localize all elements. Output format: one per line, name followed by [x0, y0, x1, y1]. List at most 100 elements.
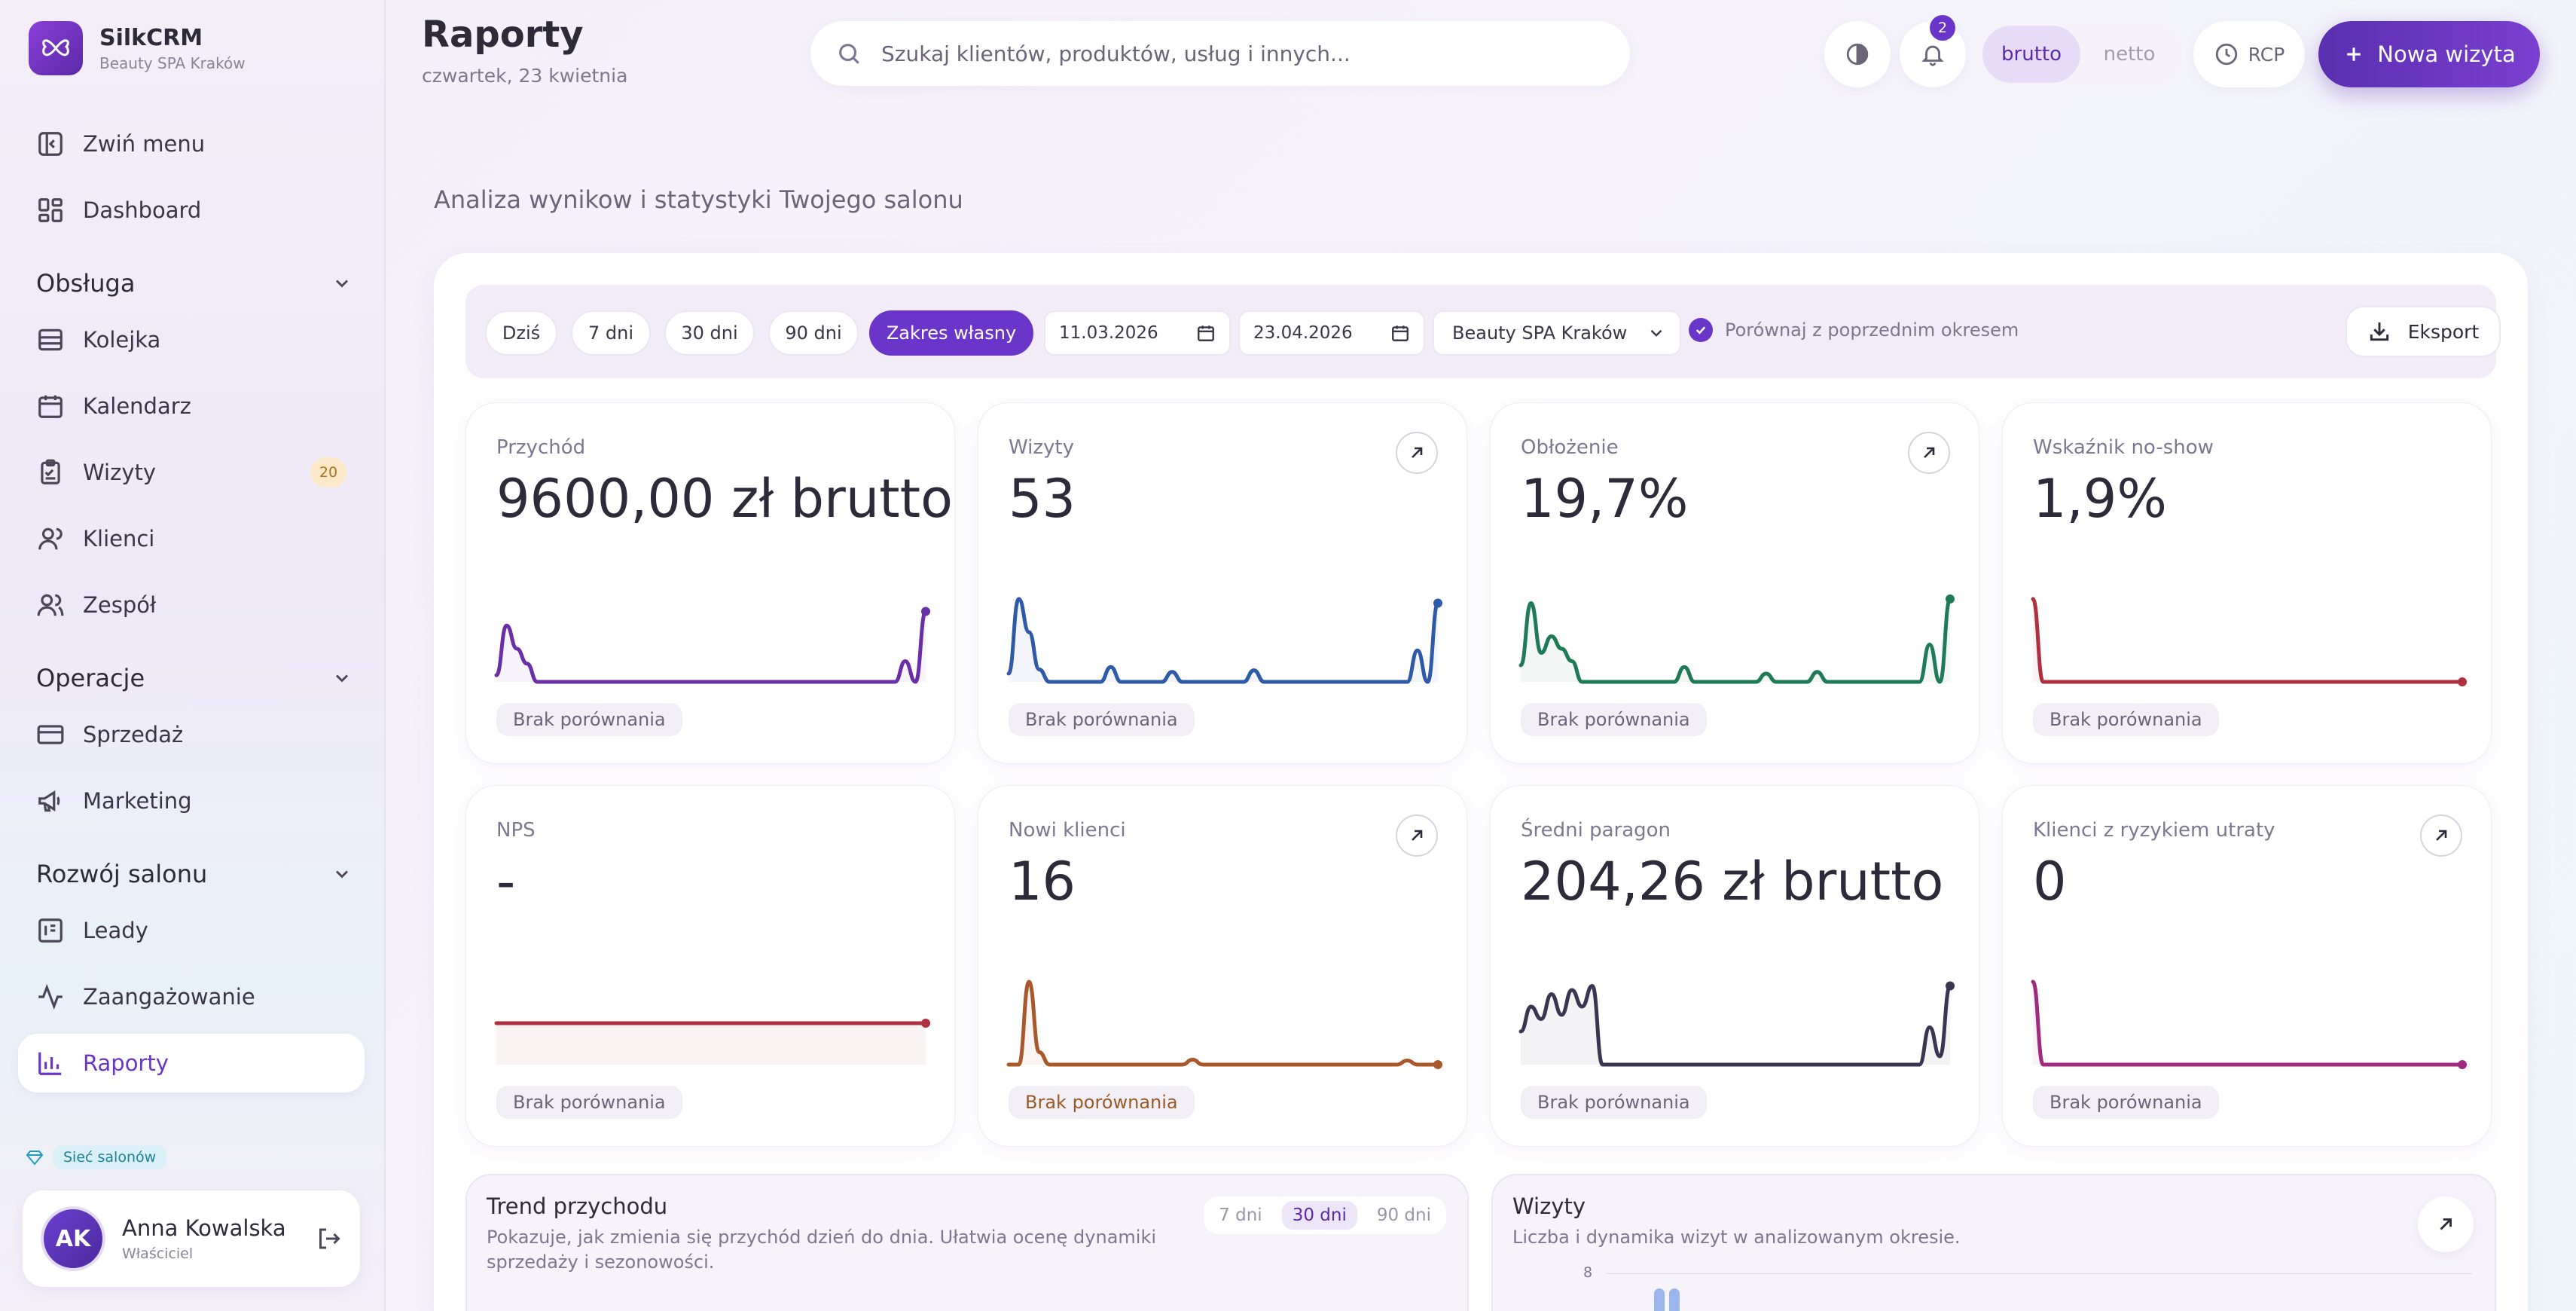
kpi-comparison-badge: Brak porównania [1009, 703, 1195, 736]
trend-range-30[interactable]: 30 dni [1281, 1201, 1357, 1230]
calendar-icon [1392, 325, 1409, 341]
activity-icon [38, 983, 63, 1010]
sidebar-item-marketing[interactable]: Marketing [18, 772, 365, 830]
calendar-icon [38, 395, 63, 418]
sparkline-line [2031, 597, 2465, 684]
date-to-field[interactable]: 23.04.2026 [1238, 310, 1425, 356]
range-30-days[interactable]: 30 dni [664, 310, 755, 356]
kpi-label: Przychód [496, 436, 586, 459]
kpi-sparkline [494, 607, 930, 684]
section-label: Operacje [36, 664, 145, 692]
compare-label: Porównaj z poprzednim okresem [1725, 319, 2019, 341]
kpi-sparkline [1006, 979, 1442, 1069]
sidebar-item-kalendarz[interactable]: Kalendarz [18, 377, 365, 435]
kpi-label: NPS [496, 819, 536, 842]
sparkline-end-dot [1433, 1060, 1442, 1069]
visits-count-badge: 20 [310, 457, 346, 487]
open-visits-button[interactable] [2418, 1196, 2474, 1252]
toggle-gross[interactable]: brutto [1982, 26, 2080, 83]
range-90-days[interactable]: 90 dni [768, 310, 859, 356]
collapse-menu-button[interactable]: Zwiń menu [18, 115, 365, 173]
sidebar-item-klienci[interactable]: Klienci [18, 509, 365, 568]
range-today[interactable]: Dziś [485, 310, 557, 356]
trend-range-90[interactable]: 90 dni [1376, 1206, 1431, 1225]
kpi-open-button[interactable] [1396, 814, 1438, 857]
clock-icon [2215, 43, 2237, 66]
sparkline-end-dot [1946, 981, 1955, 991]
kpi-card: Przychód 9600,00 zł brutto Brak porównania [465, 402, 955, 764]
card-icon [37, 725, 64, 744]
kpi-value: 16 [1009, 851, 1076, 912]
sidebar: SilkCRM Beauty SPA Kraków Zwiń menu Dash… [0, 0, 386, 1311]
sparkline-area [1009, 982, 1438, 1065]
new-visit-button[interactable]: Nowa wizyta [2318, 21, 2540, 87]
bell-icon [1921, 45, 1944, 66]
kpi-open-button[interactable] [2420, 814, 2462, 857]
user-icon [38, 527, 63, 550]
salon-select-value: Beauty SPA Kraków [1452, 322, 1628, 344]
new-visit-label: Nowa wizyta [2377, 41, 2516, 67]
revenue-trend-description: Pokazuje, jak zmienia się przychód dzień… [487, 1227, 1157, 1273]
revenue-trend-card: Trend przychodu Pokazuje, jak zmienia si… [465, 1174, 1469, 1311]
sidebar-item-label: Raporty [83, 1050, 169, 1076]
kpi-open-button[interactable] [1396, 432, 1438, 474]
section-rozwoj-salonu[interactable]: Rozwój salonu [36, 851, 353, 897]
search-input[interactable]: Szukaj klientów, produktów, usług i inny… [810, 21, 1630, 86]
arrow-up-right-icon [1412, 447, 1423, 458]
logout-icon[interactable] [315, 1225, 342, 1252]
sparkline-line [1006, 597, 1440, 684]
salon-select[interactable]: Beauty SPA Kraków [1433, 310, 1681, 356]
export-label: Eksport [2407, 320, 2480, 343]
sparkline-end-dot [921, 607, 930, 616]
sidebar-item-zaangazowanie[interactable]: Zaangażowanie [18, 967, 365, 1026]
export-button[interactable]: Eksport [2346, 306, 2501, 357]
sidebar-item-label: Zaangażowanie [83, 984, 255, 1010]
sparkline-end-dot [2458, 1060, 2467, 1069]
visits-bar [1654, 1288, 1665, 1311]
kpi-sparkline [1006, 597, 1442, 684]
sidebar-item-label: Marketing [83, 788, 192, 814]
sidebar-item-raporty[interactable]: Raporty [18, 1034, 365, 1092]
sidebar-item-sprzedaz[interactable]: Sprzedaż [18, 705, 365, 764]
range-custom[interactable]: Zakres własny [869, 310, 1033, 356]
brand-subtitle: Beauty SPA Kraków [99, 53, 246, 72]
sidebar-item-zespol[interactable]: Zespół [18, 576, 365, 634]
sparkline-area [2033, 599, 2462, 682]
trend-range-7[interactable]: 7 dni [1219, 1206, 1262, 1225]
arrow-up-right-icon [1412, 830, 1423, 841]
sidebar-item-wizyty[interactable]: Wizyty 20 [18, 443, 365, 502]
kpi-value: 19,7% [1521, 468, 1689, 530]
kpi-comparison-badge: Brak porównania [496, 703, 682, 736]
compare-checkbox[interactable]: Porównaj z poprzednim okresem [1689, 318, 2019, 342]
section-obsluga[interactable]: Obsługa [36, 261, 353, 306]
kpi-open-button[interactable] [1908, 432, 1950, 474]
brand[interactable]: SilkCRM Beauty SPA Kraków [29, 21, 246, 75]
kpi-sparkline [2031, 979, 2467, 1069]
kpi-card: Nowi klienci 16 Brak porównania [978, 785, 1467, 1147]
sidebar-item-label: Kalendarz [83, 393, 191, 419]
user-card[interactable]: AK Anna Kowalska Właściciel [23, 1190, 360, 1287]
notifications-button[interactable]: 2 [1900, 15, 1966, 87]
sidebar-item-label: Zespół [83, 592, 157, 618]
sparkline-end-dot [1946, 594, 1955, 604]
range-7-days[interactable]: 7 dni [571, 310, 651, 356]
page-subtitle: Analiza wynikow i statystyki Twojego sal… [434, 185, 963, 214]
kpi-label: Średni paragon [1521, 819, 1671, 842]
kpi-value: - [496, 851, 516, 912]
rcp-button[interactable]: RCP [2193, 21, 2305, 87]
kpi-sparkline [494, 1019, 930, 1065]
date-from-field[interactable]: 11.03.2026 [1044, 310, 1231, 356]
theme-toggle-button[interactable] [1824, 21, 1891, 87]
sidebar-item-dashboard[interactable]: Dashboard [18, 181, 365, 240]
sidebar-collapse-icon [38, 132, 63, 156]
sidebar-item-kolejka[interactable]: Kolejka [18, 310, 365, 369]
toggle-net[interactable]: netto [2103, 43, 2156, 66]
section-operacje[interactable]: Operacje [36, 656, 353, 701]
date-from-value: 11.03.2026 [1059, 323, 1158, 343]
sidebar-item-label: Klienci [83, 526, 155, 552]
sidebar-item-leady[interactable]: Leady [18, 901, 365, 960]
team-icon [37, 594, 64, 616]
kpi-value: 53 [1009, 468, 1076, 530]
section-label: Obsługa [36, 269, 136, 298]
plus-icon [2347, 47, 2361, 61]
